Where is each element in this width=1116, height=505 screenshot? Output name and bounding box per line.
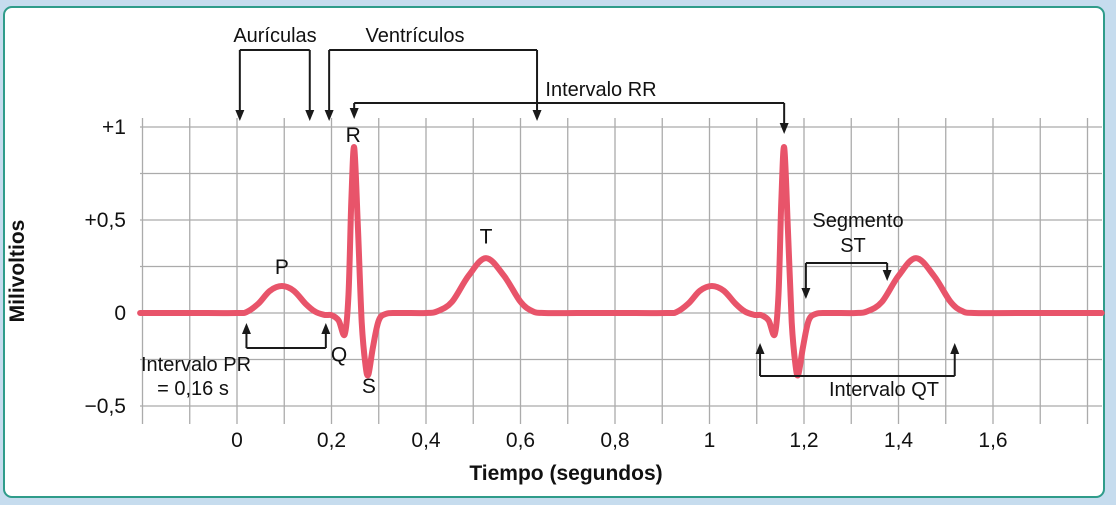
pr-arrow-right-arrowhead (321, 323, 331, 334)
wave-label-s: S (362, 375, 376, 398)
x-tick-label: 1,2 (789, 429, 818, 452)
y-tick-label: +1 (102, 116, 126, 139)
st-segment-label-line1: Segmento (812, 210, 903, 232)
rr-arrow-left-arrowhead (349, 108, 359, 119)
auriculas-label: Aurículas (233, 25, 316, 47)
qt-arrow-left-arrowhead (755, 343, 765, 354)
pr-interval-label-line2: = 0,16 s (157, 378, 229, 400)
figure-frame (3, 6, 1105, 498)
rr-arrow-right-arrowhead (779, 123, 789, 134)
x-tick-label: 1 (704, 429, 716, 452)
x-tick-label: 0,2 (317, 429, 346, 452)
pr-interval-label-line1: Intervalo PR (141, 354, 251, 376)
ecg-trace-path (137, 144, 1105, 379)
y-tick-label: 0 (114, 302, 126, 325)
x-tick-label: 0,6 (506, 429, 535, 452)
st-arrow-right-arrowhead (882, 270, 892, 281)
wave-label-p: P (275, 256, 289, 279)
st-segment-label-line2: ST (840, 235, 866, 257)
rr-interval-label: Intervalo RR (545, 79, 656, 101)
axis-tick-labels: 0 0,2 0,4 0,6 0,8 1 1,2 1,4 1,6 +1 +0,5 0 −0,5 (85, 116, 1008, 452)
ecg-trace-layer (137, 144, 1105, 379)
ventriculos-arrow-right-arrowhead (532, 110, 542, 121)
st-arrow-left-arrowhead (801, 288, 811, 299)
x-tick-label: 0 (231, 429, 243, 452)
y-axis-title: Milivoltios (6, 220, 29, 323)
auriculas-arrow-left-arrowhead (235, 110, 245, 121)
y-tick-label: +0,5 (85, 209, 126, 232)
wave-label-r: R (346, 124, 361, 147)
grid-layer (140, 118, 1102, 424)
x-tick-label: 0,8 (600, 429, 629, 452)
qt-interval-label: Intervalo QT (829, 379, 939, 401)
pr-arrow-left-arrowhead (241, 323, 251, 334)
wave-label-t: T (480, 225, 493, 248)
ventriculos-arrow-left-arrowhead (324, 110, 334, 121)
y-tick-label: −0,5 (85, 395, 126, 418)
wave-label-q: Q (331, 343, 347, 366)
auriculas-arrow-right-arrowhead (305, 110, 315, 121)
x-tick-label: 1,4 (884, 429, 914, 452)
x-tick-label: 0,4 (411, 429, 441, 452)
x-tick-label: 1,6 (978, 429, 1007, 452)
ventriculos-label: Ventrículos (366, 25, 465, 47)
x-axis-title: Tiempo (segundos) (469, 462, 662, 485)
qt-arrow-right-arrowhead (950, 343, 960, 354)
